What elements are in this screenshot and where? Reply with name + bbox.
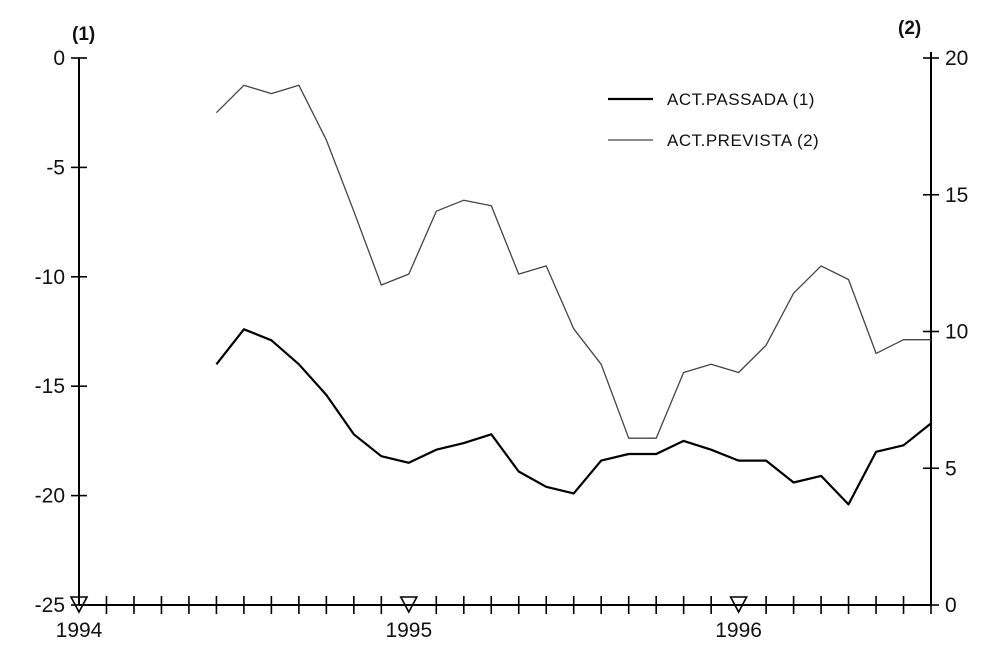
left-tick-label: -10	[35, 266, 65, 289]
right-tick-label: 10	[945, 321, 968, 344]
right-ticks: 20 15 10 5 0	[923, 47, 968, 617]
legend-label-act-prevista: ACT.PREVISTA (2)	[667, 131, 819, 150]
x-year-label: 1994	[56, 619, 103, 642]
x-year-labels: 1994 1995 1996	[56, 619, 762, 642]
left-tick-label: -15	[35, 375, 65, 398]
left-ticks: 0 -5 -10 -15 -20 -25	[35, 47, 87, 617]
x-ticks	[105, 596, 932, 614]
legend: ACT.PASSADA (1) ACT.PREVISTA (2)	[608, 90, 819, 150]
right-axis: (2)	[898, 18, 932, 605]
x-year-label: 1995	[385, 619, 432, 642]
right-tick-label: 20	[945, 47, 968, 70]
right-tick-label: 15	[945, 184, 968, 207]
left-tick-label: -5	[46, 156, 65, 179]
right-tick-label: 5	[945, 457, 957, 480]
year-marker-triangle	[729, 596, 748, 614]
series-line-act-passada	[215, 328, 932, 506]
left-tick-label: 0	[53, 47, 65, 70]
right-axis-title: (2)	[898, 18, 921, 39]
left-tick-label: -20	[35, 485, 65, 508]
left-axis: (1)	[72, 24, 95, 605]
series-group	[215, 84, 932, 506]
year-marker-triangle	[399, 596, 419, 614]
x-year-label: 1996	[715, 619, 762, 642]
right-tick-label: 0	[945, 594, 957, 617]
left-tick-label: -25	[35, 594, 65, 617]
series-line-act-prevista	[215, 84, 931, 439]
year-markers	[69, 596, 748, 614]
left-axis-title: (1)	[72, 24, 95, 45]
year-marker-triangle	[69, 596, 89, 614]
legend-label-act-passada: ACT.PASSADA (1)	[667, 90, 815, 109]
